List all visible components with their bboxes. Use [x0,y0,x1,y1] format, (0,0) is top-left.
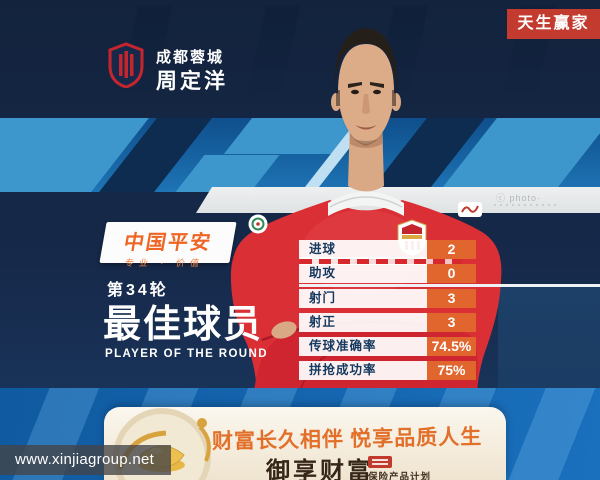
stat-row-assists: 助攻 0 [299,264,476,283]
stat-value: 3 [427,289,476,308]
award-subtitle: PLAYER OF THE ROUND [105,348,268,360]
red-seal-stamp [368,456,392,468]
ad-plan-label: 保险产品计划 [368,472,432,480]
zigzag-band [0,118,600,192]
league-sleeve-patch-left [248,214,268,234]
photo-watermark-dots [494,204,496,206]
stat-value: 75% [427,361,476,380]
photo-agency-watermark: ⓒ photo· [496,193,542,203]
stat-value: 3 [427,313,476,332]
round-label: 第34轮 [107,282,169,299]
stat-row-duel-success: 拼抢成功率 75% [299,361,476,380]
player-name: 周定洋 [156,70,228,93]
stat-label: 助攻 [299,264,427,283]
ad-product-name: 御享财富 [266,459,374,480]
sponsor-logo: 中国平安 专业 · 价值 [99,222,237,268]
stat-value: 2 [427,240,476,259]
league-sleeve-patch-right [458,202,482,217]
red-brush-decoration [300,257,462,265]
stat-row-goals: 进球 2 [299,240,476,259]
corner-badge: 天生赢家 [507,9,600,39]
stat-label: 射正 [299,313,427,332]
sponsor-name: 中国平安 [121,232,214,254]
stat-value: 74.5% [427,337,476,356]
stat-label: 拼抢成功率 [299,361,427,380]
stat-value: 0 [427,264,476,283]
site-watermark-bar: www.xinjiagroup.net [0,445,171,475]
stat-row-shots-on-target: 射正 3 [299,313,476,332]
award-title: 最佳球员 [103,304,264,346]
stats-divider-line [299,284,600,287]
site-watermark-text: www.xinjiagroup.net [15,451,155,468]
stat-row-shots: 射门 3 [299,289,476,308]
stat-label: 传球准确率 [299,337,427,356]
right-navy-panel [498,286,600,388]
club-name: 成都蓉城 [156,49,225,66]
stat-label: 进球 [299,240,427,259]
stat-label: 射门 [299,289,427,308]
stat-row-pass-accuracy: 传球准确率 74.5% [299,337,476,356]
sponsor-tagline: 专业 · 价值 [124,258,205,268]
club-crest-icon [108,42,144,88]
